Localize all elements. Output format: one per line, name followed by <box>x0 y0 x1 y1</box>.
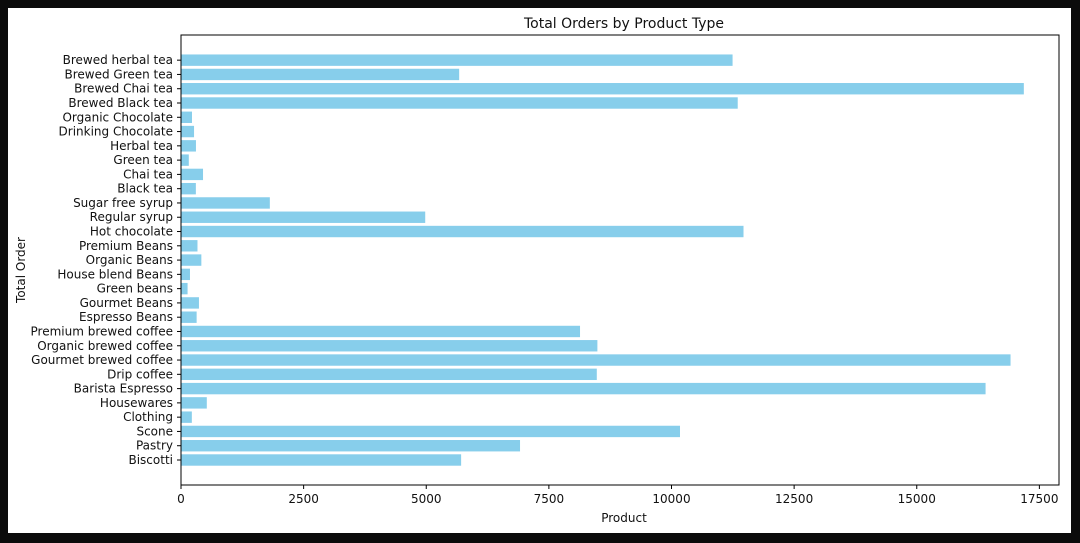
x-tick-label: 2500 <box>288 492 319 506</box>
y-tick-label: Brewed Chai tea <box>74 82 173 96</box>
x-tick-label: 17500 <box>1020 492 1058 506</box>
x-tick-label: 5000 <box>411 492 442 506</box>
bar <box>181 211 426 223</box>
bar <box>181 297 199 309</box>
bar <box>181 168 204 181</box>
y-tick-label: Gourmet brewed coffee <box>31 353 173 367</box>
y-tick-label: Hot chocolate <box>90 225 173 239</box>
x-axis-label: Product <box>601 511 647 525</box>
x-tick-label: 12500 <box>775 492 813 506</box>
bar <box>181 54 733 66</box>
y-tick-label: Clothing <box>123 410 173 424</box>
y-tick-label: Green beans <box>97 282 173 296</box>
bar <box>181 154 189 166</box>
y-tick-label: Organic Chocolate <box>62 110 173 124</box>
y-tick-label: Drinking Chocolate <box>59 125 173 139</box>
y-tick-label: Biscotti <box>128 453 173 467</box>
y-ticks-group: BiscottiPastrySconeClothingHousewaresBar… <box>31 53 181 467</box>
bar <box>181 197 270 209</box>
bar <box>181 254 202 266</box>
y-tick-label: Sugar free syrup <box>73 196 173 210</box>
x-tick-label: 15000 <box>898 492 936 506</box>
y-tick-label: Premium brewed coffee <box>31 324 173 338</box>
y-tick-label: Organic brewed coffee <box>37 339 173 353</box>
bar <box>181 382 986 395</box>
bar <box>181 268 190 281</box>
bar <box>181 240 198 252</box>
y-tick-label: Brewed Black tea <box>68 96 173 110</box>
y-axis-label: Total Order <box>14 237 28 304</box>
y-tick-label: Espresso Beans <box>79 310 173 324</box>
y-tick-label: Brewed herbal tea <box>63 53 173 67</box>
x-tick-label: 10000 <box>652 492 690 506</box>
bar <box>181 354 1011 366</box>
bar <box>181 125 195 138</box>
y-tick-label: Pastry <box>136 439 173 453</box>
y-tick-label: Chai tea <box>123 167 173 181</box>
bar <box>181 140 196 152</box>
y-tick-label: Scone <box>136 424 173 438</box>
y-tick-label: Regular syrup <box>90 210 173 224</box>
plot-area-frame <box>180 34 1060 486</box>
bar <box>181 311 197 323</box>
bar <box>181 182 196 195</box>
y-tick-label: Barista Espresso <box>74 382 173 396</box>
bar-chart: Total Orders by Product Type Product Tot… <box>14 16 1060 525</box>
y-tick-label: Herbal tea <box>110 139 173 153</box>
x-tick-label: 7500 <box>534 492 565 506</box>
bar <box>181 397 207 409</box>
chart-frame: Total Orders by Product Type Product Tot… <box>8 8 1071 533</box>
bar <box>181 97 738 109</box>
bar <box>181 368 597 381</box>
y-tick-label: Black tea <box>117 182 173 196</box>
bar <box>181 68 460 81</box>
x-ticks-group: 0 2500 5000 7500 10000 12500 15000 17500 <box>177 485 1058 506</box>
bar <box>181 111 192 123</box>
y-tick-label: Gourmet Beans <box>80 296 173 310</box>
y-tick-label: House blend Beans <box>57 267 173 281</box>
y-tick-label: Organic Beans <box>86 253 173 267</box>
y-tick-label: Drip coffee <box>107 367 173 381</box>
y-tick-label: Housewares <box>100 396 173 410</box>
y-tick-label: Brewed Green tea <box>64 67 173 81</box>
bar <box>181 411 192 423</box>
y-tick-label: Premium Beans <box>79 239 173 253</box>
bar <box>181 282 188 295</box>
y-tick-label: Green tea <box>113 153 173 167</box>
bars-group <box>181 54 1024 466</box>
bar <box>181 454 462 466</box>
bar <box>181 83 1024 95</box>
bar <box>181 340 598 352</box>
bar <box>181 225 744 238</box>
chart-title: Total Orders by Product Type <box>523 16 724 32</box>
bar <box>181 425 680 438</box>
bar <box>181 325 581 338</box>
bar <box>181 440 521 452</box>
x-tick-label: 0 <box>177 492 185 506</box>
